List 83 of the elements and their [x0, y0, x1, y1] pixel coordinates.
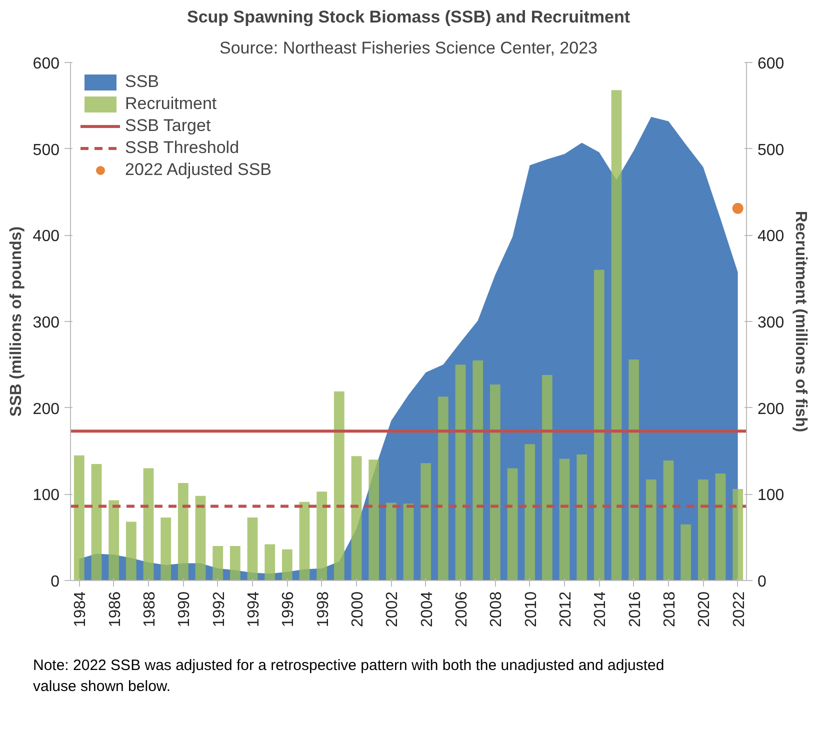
- y2-tick-label: 0: [758, 574, 766, 590]
- x-tick-label: 1984: [72, 591, 90, 628]
- x-tick-label: 2022: [730, 591, 748, 628]
- y2-tick-label: 400: [758, 228, 784, 246]
- bar: [542, 375, 552, 580]
- bar: [594, 270, 604, 580]
- y-tick-label: 300: [32, 314, 60, 332]
- bar: [438, 396, 448, 580]
- bar: [507, 468, 518, 580]
- x-tick-label: 1990: [176, 591, 194, 628]
- x-tick-label: 1986: [106, 591, 124, 628]
- bar: [334, 391, 344, 580]
- x-tick-label: 1992: [210, 591, 228, 628]
- x-tick-label: 2002: [384, 591, 402, 628]
- bar: [559, 458, 570, 580]
- y-tick-label: 500: [32, 142, 60, 159]
- bar: [299, 502, 310, 580]
- bar: [663, 460, 674, 580]
- y-tick-label: 200: [32, 400, 60, 418]
- chart-subtitle: Source: Northeast Fisheries Science Center, 2023: [220, 38, 598, 58]
- y-tick-label: 0: [50, 574, 60, 590]
- bar: [126, 522, 136, 580]
- x-tick-label: 2014: [592, 591, 610, 628]
- bar: [455, 364, 466, 580]
- bar: [351, 456, 362, 580]
- legend-label: Recruitment: [125, 94, 217, 114]
- x-tick-label: 2018: [662, 591, 678, 628]
- x-tick-label: 2004: [418, 591, 436, 628]
- x-tick-label: 1998: [314, 591, 332, 628]
- bar: [628, 359, 640, 580]
- legend-label: SSB: [125, 72, 160, 92]
- bar: [230, 546, 240, 580]
- bar: [143, 468, 154, 580]
- x-tick-label: 2010: [522, 591, 540, 628]
- bar: [680, 524, 692, 580]
- y2-tick-label: 500: [758, 142, 784, 159]
- bar: [646, 479, 656, 580]
- y2-tick-label: 100: [758, 487, 784, 504]
- y2-axis-title: Recruitment (millions of fish): [792, 210, 810, 432]
- bar: [247, 517, 258, 580]
- chart-title: Scup Spawning Stock Biomass (SSB) and Recruitment: [186, 8, 630, 26]
- bar: [160, 517, 172, 580]
- x-tick-label: 2006: [454, 591, 470, 628]
- bar: [178, 482, 188, 580]
- bar: [74, 455, 84, 580]
- y-tick-label: 400: [32, 228, 60, 246]
- x-tick-label: 1996: [280, 591, 298, 628]
- bar: [386, 502, 396, 580]
- bar: [282, 549, 292, 580]
- bar: [91, 464, 102, 580]
- bar: [420, 463, 432, 580]
- y2-tick-label: 200: [758, 400, 784, 418]
- bar: [195, 496, 206, 580]
- bar: [715, 473, 726, 580]
- bar: [368, 460, 380, 580]
- y2-tick-label: 300: [758, 314, 784, 332]
- bar: [524, 444, 536, 580]
- bar: [212, 546, 224, 580]
- y2-tick-label: 600: [758, 56, 784, 72]
- legend-label: 2022 Adjusted SSB: [125, 160, 272, 180]
- x-tick-label: 1994: [246, 591, 262, 628]
- bar: [108, 500, 120, 580]
- legend-label: SSB Threshold: [125, 138, 240, 158]
- bar: [698, 479, 708, 580]
- y-tick-label: 600: [32, 56, 60, 72]
- x-tick-label: 1988: [142, 591, 158, 628]
- x-tick-label: 2008: [488, 591, 506, 628]
- bar: [472, 360, 484, 580]
- x-tick-label: 2016: [626, 591, 644, 628]
- x-tick-label: 2000: [350, 591, 366, 628]
- bar: [316, 492, 328, 580]
- bar: [403, 504, 414, 580]
- x-tick-label: 2020: [696, 591, 714, 628]
- text: Note: 2022 SSB was adjusted for a retrospective pattern with both the unadjusted and adjusted valuse shown below.: [33, 656, 666, 698]
- y-tick-label: 100: [32, 487, 60, 504]
- bar: [490, 384, 500, 580]
- y-axis-title: SSB (millions of pounds): [8, 226, 25, 417]
- legend-label: SSB Target: [125, 116, 211, 136]
- bar: [576, 454, 588, 580]
- bar: [264, 544, 276, 580]
- bar: [732, 488, 744, 580]
- x-tick-label: 2012: [558, 591, 574, 628]
- bar: [611, 90, 622, 580]
